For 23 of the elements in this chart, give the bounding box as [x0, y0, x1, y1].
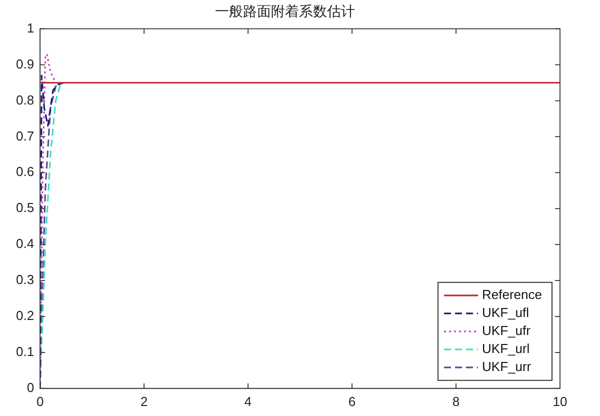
y-tick-label: 1 — [26, 20, 34, 36]
x-tick-label: 10 — [552, 394, 568, 409]
y-tick-label: 0.1 — [16, 344, 34, 360]
chart-title: 一般路面附着系数估计 — [215, 4, 355, 20]
y-tick-label: 0.4 — [16, 236, 34, 252]
y-tick-label: 0.7 — [16, 128, 34, 144]
legend-label: UKF_ufl — [482, 304, 530, 320]
y-tick-label: 0.5 — [16, 200, 34, 216]
legend-label: UKF_url — [482, 340, 530, 356]
y-tick-label: 0.3 — [16, 272, 34, 288]
x-tick-label: 8 — [452, 394, 460, 409]
x-tick-label: 6 — [348, 394, 356, 409]
x-tick-label: 4 — [244, 394, 252, 409]
y-tick-label: 0.9 — [16, 56, 34, 72]
y-tick-label: 0.8 — [16, 92, 34, 108]
y-tick-label: 0 — [26, 380, 34, 395]
y-tick-label: 0.6 — [16, 164, 34, 180]
legend-label: UKF_urr — [482, 358, 532, 374]
x-tick-label: 2 — [140, 394, 148, 409]
legend-label: Reference — [482, 286, 542, 302]
x-tick-label: 0 — [36, 394, 44, 409]
y-tick-label: 0.2 — [16, 308, 34, 324]
legend-label: UKF_ufr — [482, 322, 532, 338]
